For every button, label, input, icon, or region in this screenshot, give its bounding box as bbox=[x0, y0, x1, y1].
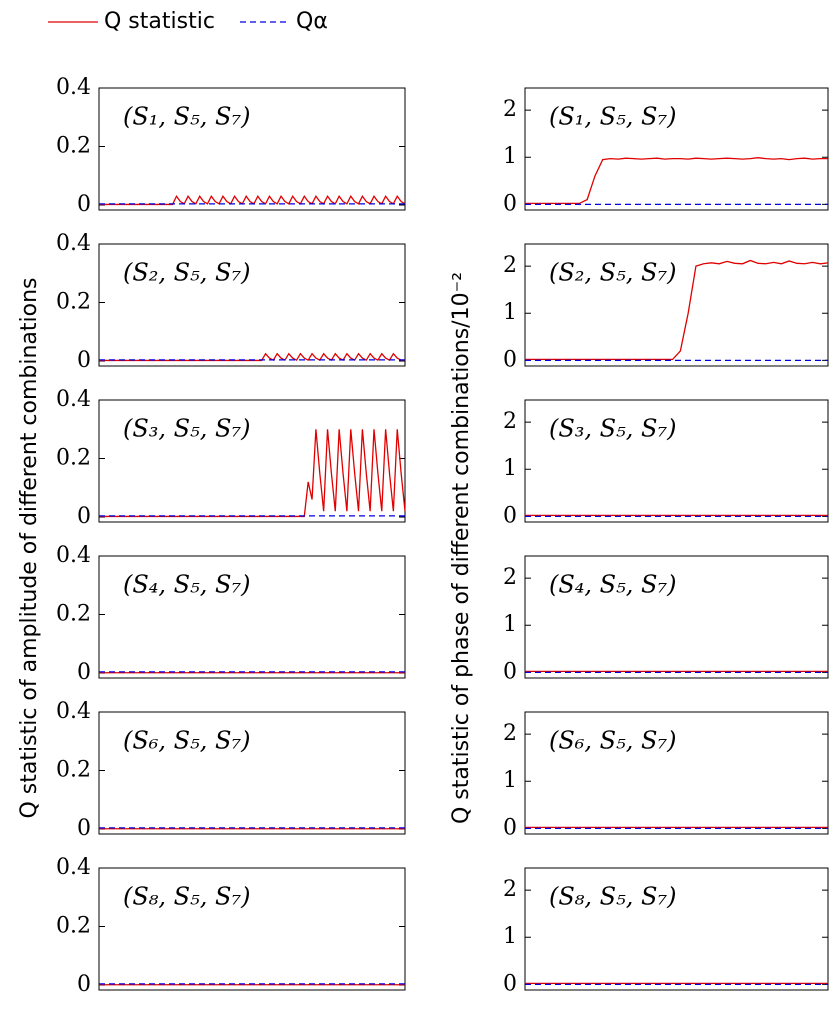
plot-frame bbox=[98, 711, 406, 835]
y-tick-label: 0.2 bbox=[56, 290, 91, 315]
y-tick-label: 1 bbox=[503, 924, 517, 949]
y-tick-label: 0.2 bbox=[56, 602, 91, 627]
y-tick-label: 0 bbox=[77, 348, 91, 373]
y-tick-label: 0 bbox=[503, 347, 517, 372]
panel-label: (S₆, S₅, S₇) bbox=[123, 727, 250, 755]
plot-frame bbox=[524, 87, 829, 211]
y-tick-label: 0.2 bbox=[56, 446, 91, 471]
panel-label: (S₁, S₅, S₇) bbox=[123, 103, 250, 131]
series-line bbox=[525, 259, 829, 361]
y-tick-label: 1 bbox=[503, 456, 517, 481]
y-tick-label: 0 bbox=[77, 816, 91, 841]
y-tick-label: 1 bbox=[503, 300, 517, 325]
y-tick-label: 0 bbox=[77, 972, 91, 997]
y-tick-label: 0.2 bbox=[56, 758, 91, 783]
y-axis-title: Q statistic of phase of different combin… bbox=[449, 272, 474, 824]
panel-label: (S₃, S₅, S₇) bbox=[549, 415, 676, 443]
legend-label: Q statistic bbox=[104, 9, 215, 34]
panel-label: (S₂, S₅, S₇) bbox=[549, 259, 676, 287]
y-tick-label: 0 bbox=[77, 192, 91, 217]
plot-frame bbox=[98, 867, 406, 991]
y-tick-label: 0.4 bbox=[56, 75, 91, 100]
y-tick-label: 0.4 bbox=[56, 387, 91, 412]
y-tick-label: 0 bbox=[77, 660, 91, 685]
series-line bbox=[525, 157, 828, 205]
y-tick-label: 2 bbox=[503, 97, 517, 122]
panel-label: (S₈, S₅, S₇) bbox=[123, 883, 250, 911]
y-tick-label: 0 bbox=[503, 971, 517, 996]
plot-frame bbox=[98, 399, 406, 523]
y-tick-label: 2 bbox=[503, 409, 517, 434]
y-tick-label: 1 bbox=[503, 612, 517, 637]
plot-frame bbox=[524, 243, 829, 367]
panel-label: (S₃, S₅, S₇) bbox=[123, 415, 250, 443]
plot-frame bbox=[524, 555, 829, 679]
plot-frame bbox=[524, 867, 829, 991]
plot-frame bbox=[98, 87, 406, 211]
y-tick-label: 2 bbox=[503, 565, 517, 590]
plot-frame bbox=[98, 243, 406, 367]
y-tick-label: 0 bbox=[77, 504, 91, 529]
panel-label: (S₄, S₅, S₇) bbox=[123, 571, 250, 599]
y-tick-label: 0 bbox=[503, 191, 517, 216]
y-tick-label: 0 bbox=[503, 659, 517, 684]
panel-label: (S₂, S₅, S₇) bbox=[123, 259, 250, 287]
y-tick-label: 2 bbox=[503, 877, 517, 902]
y-tick-label: 2 bbox=[503, 253, 517, 278]
y-tick-label: 0.4 bbox=[56, 855, 91, 880]
y-tick-label: 0.4 bbox=[56, 699, 91, 724]
y-tick-label: 1 bbox=[503, 768, 517, 793]
plot-frame bbox=[98, 555, 406, 679]
y-tick-label: 0 bbox=[503, 503, 517, 528]
y-tick-label: 1 bbox=[503, 144, 517, 169]
panel-label: (S₁, S₅, S₇) bbox=[549, 103, 676, 131]
panel-label: (S₈, S₅, S₇) bbox=[549, 883, 676, 911]
y-tick-label: 0.4 bbox=[56, 543, 91, 568]
y-tick-label: 0.2 bbox=[56, 914, 91, 939]
plot-frame bbox=[524, 711, 829, 835]
panel-label: (S₄, S₅, S₇) bbox=[549, 571, 676, 599]
plot-frame bbox=[524, 399, 829, 523]
y-tick-label: 0.2 bbox=[56, 134, 91, 159]
y-tick-label: 0 bbox=[503, 815, 517, 840]
panel-label: (S₆, S₅, S₇) bbox=[549, 727, 676, 755]
y-tick-label: 2 bbox=[503, 721, 517, 746]
y-axis-title: Q statistic of amplitude of different co… bbox=[17, 278, 42, 819]
y-tick-label: 0.4 bbox=[56, 231, 91, 256]
legend-label: Qα bbox=[296, 9, 328, 34]
